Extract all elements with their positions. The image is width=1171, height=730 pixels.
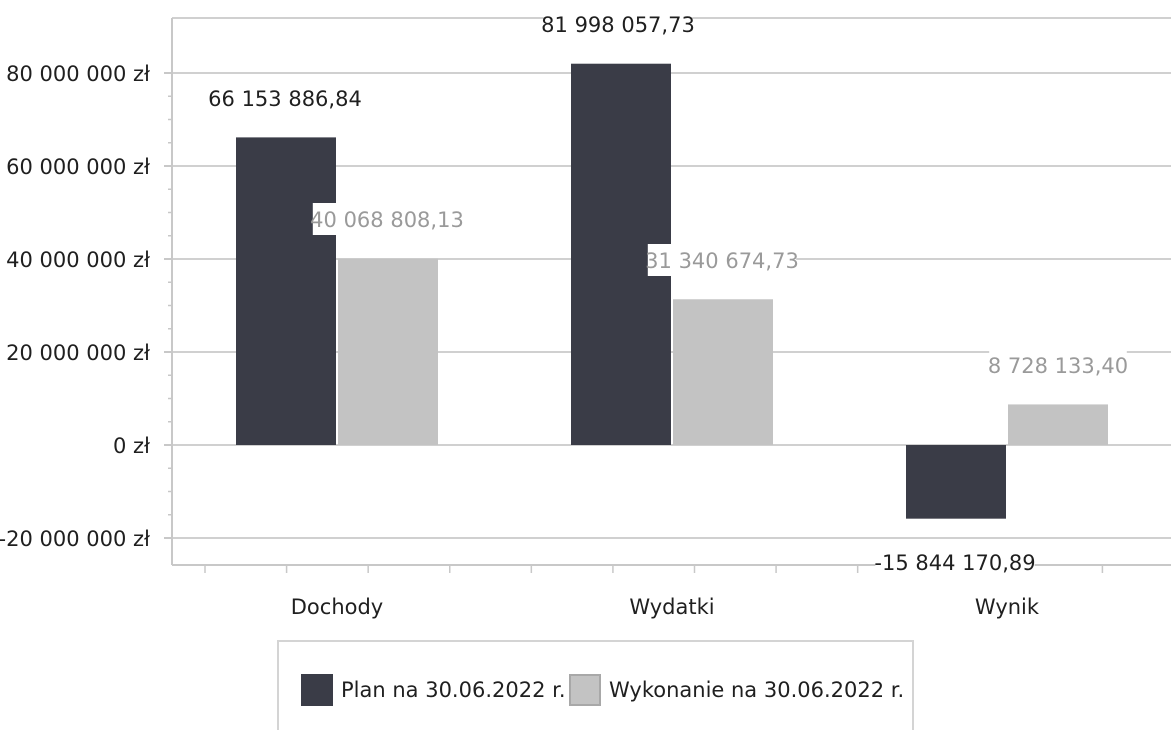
y-tick-label: 40 000 000 zł [6, 248, 150, 272]
bar [906, 445, 1006, 519]
data-label-bg [312, 203, 462, 235]
axes: 80 000 000 zł 60 000 000 zł 40 000 000 zł 2… [0, 18, 1171, 619]
y-tick-label: -20 000 000 zł [0, 527, 150, 551]
data-labels: 66 153 886,84 40 068 808,13 81 998 057,73 3… [208, 8, 1128, 578]
legend-item-plan: Plan na 30.06.2022 r. [301, 672, 566, 708]
data-label-bg [875, 546, 1035, 578]
y-tick-label: 0 zł [113, 434, 150, 458]
data-label: -15 844 170,89 [874, 551, 1035, 575]
legend: Plan na 30.06.2022 r. Wykonanie na 30.06… [277, 640, 914, 730]
data-label: 31 340 674,73 [645, 249, 799, 273]
data-label-bg [989, 349, 1127, 381]
x-tick-label: Wynik [975, 595, 1040, 619]
x-tick-label: Dochody [291, 595, 383, 619]
y-tick-label: 60 000 000 zł [6, 155, 150, 179]
data-label-bg [543, 8, 693, 40]
legend-label-execution: Wykonanie na 30.06.2022 r. [609, 678, 905, 702]
bars [236, 63, 1108, 519]
x-tick-label: Wydatki [629, 595, 714, 619]
legend-item-execution: Wykonanie na 30.06.2022 r. [569, 672, 904, 708]
bar [1008, 404, 1108, 445]
data-label-bg [210, 82, 360, 114]
bar [673, 299, 773, 445]
data-label: 40 068 808,13 [310, 208, 464, 232]
data-label-bg [647, 244, 797, 276]
legend-label-plan: Plan na 30.06.2022 r. [341, 678, 566, 702]
bar [338, 258, 438, 445]
y-tick-label: 20 000 000 zł [6, 341, 150, 365]
legend-swatch-execution [569, 674, 601, 706]
data-label: 66 153 886,84 [208, 87, 362, 111]
data-label: 81 998 057,73 [541, 13, 695, 37]
y-tick-label: 80 000 000 zł [6, 62, 150, 86]
data-label: 8 728 133,40 [988, 354, 1128, 378]
bar [236, 137, 336, 445]
legend-swatch-plan [301, 674, 333, 706]
